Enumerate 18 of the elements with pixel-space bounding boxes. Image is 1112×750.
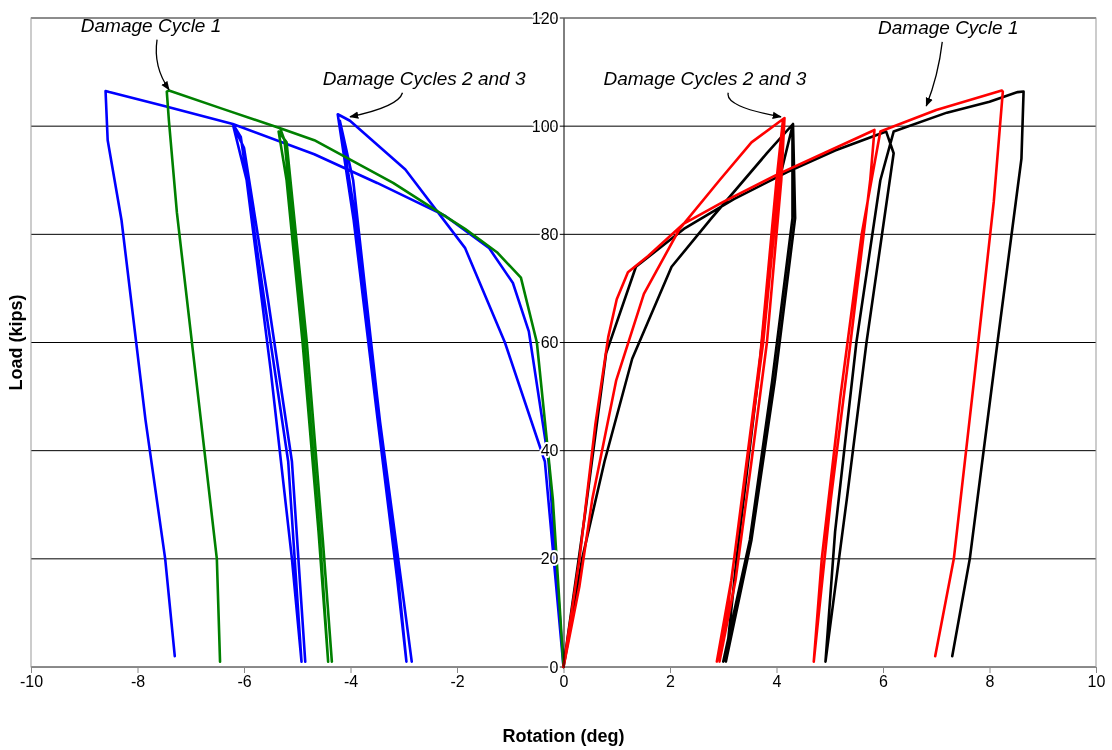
x-tick-label: 10 xyxy=(1087,673,1106,691)
x-tick-label: 8 xyxy=(985,673,995,691)
y-tick-label: 120 xyxy=(531,9,559,27)
annotation: Damage Cycle 1 xyxy=(878,16,1019,38)
x-tick-label: -6 xyxy=(237,673,252,691)
x-tick-label: -4 xyxy=(343,673,359,691)
x-axis-title: Rotation (deg) xyxy=(502,726,625,746)
x-tick-label: -2 xyxy=(450,673,465,691)
x-tick-label: -8 xyxy=(130,673,146,691)
x-tick-label: 6 xyxy=(879,673,889,691)
x-tick-label: 2 xyxy=(666,673,676,691)
annotation: Damage Cycles 2 and 3 xyxy=(322,67,526,89)
x-tick-label: 4 xyxy=(772,673,782,691)
annotation: Damage Cycle 1 xyxy=(80,14,222,36)
y-axis-title: Load (kips) xyxy=(6,294,26,391)
y-tick-label: 0 xyxy=(549,658,559,676)
annotation: Damage Cycles 2 and 3 xyxy=(603,67,807,89)
x-tick-label: -10 xyxy=(19,673,44,691)
